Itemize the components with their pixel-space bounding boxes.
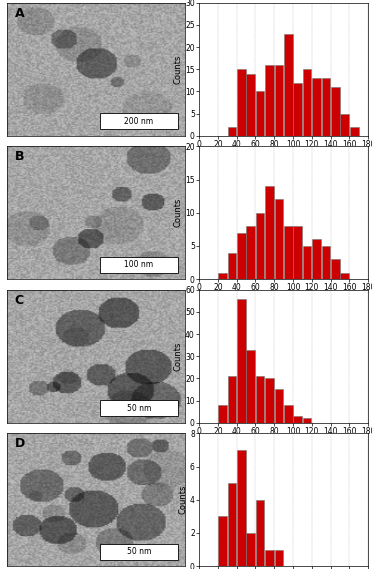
Bar	[275, 65, 283, 135]
Bar	[275, 550, 283, 566]
Bar	[350, 127, 359, 135]
Bar	[265, 186, 274, 279]
Bar	[294, 83, 302, 135]
Bar	[340, 114, 349, 135]
Bar	[218, 516, 227, 566]
Bar	[246, 349, 255, 423]
Bar	[237, 450, 246, 566]
Bar	[322, 246, 330, 279]
Bar	[237, 233, 246, 279]
Bar	[322, 78, 330, 135]
FancyBboxPatch shape	[100, 543, 178, 559]
Bar	[265, 65, 274, 135]
Bar	[256, 213, 264, 279]
FancyBboxPatch shape	[100, 113, 178, 129]
Bar	[265, 550, 274, 566]
Text: D: D	[15, 438, 25, 450]
Bar	[256, 92, 264, 135]
X-axis label: Edge Lenght (nm): Edge Lenght (nm)	[246, 150, 321, 159]
Bar	[237, 69, 246, 135]
Bar	[312, 240, 321, 279]
Bar	[218, 405, 227, 423]
Bar	[246, 74, 255, 135]
Bar	[228, 483, 236, 566]
Text: B: B	[15, 150, 24, 163]
Text: 50 nm: 50 nm	[127, 547, 151, 556]
FancyBboxPatch shape	[100, 257, 178, 273]
Bar	[246, 226, 255, 279]
Y-axis label: Counts: Counts	[173, 55, 182, 84]
Text: C: C	[15, 294, 24, 307]
X-axis label: Edge Lenght (nm): Edge Lenght (nm)	[246, 437, 321, 446]
Text: 100 nm: 100 nm	[124, 260, 154, 269]
Bar	[265, 378, 274, 423]
Bar	[303, 246, 311, 279]
Y-axis label: Counts: Counts	[173, 198, 182, 228]
Bar	[228, 127, 236, 135]
Bar	[284, 34, 293, 135]
Bar	[331, 259, 340, 279]
Bar	[228, 376, 236, 423]
Bar	[246, 533, 255, 566]
Bar	[275, 200, 283, 279]
FancyBboxPatch shape	[100, 400, 178, 416]
Text: 200 nm: 200 nm	[124, 117, 154, 126]
Text: A: A	[15, 7, 24, 20]
Bar	[331, 87, 340, 135]
Bar	[218, 273, 227, 279]
Y-axis label: Counts: Counts	[178, 485, 187, 514]
Bar	[256, 376, 264, 423]
Bar	[303, 418, 311, 423]
Y-axis label: Counts: Counts	[173, 341, 182, 371]
Text: 50 nm: 50 nm	[127, 403, 151, 413]
Bar	[294, 416, 302, 423]
Bar	[294, 226, 302, 279]
Bar	[284, 226, 293, 279]
Bar	[237, 299, 246, 423]
X-axis label: Edge Lenght (nm): Edge Lenght (nm)	[246, 294, 321, 303]
Bar	[303, 69, 311, 135]
Bar	[312, 78, 321, 135]
Bar	[275, 389, 283, 423]
Bar	[228, 253, 236, 279]
Bar	[340, 273, 349, 279]
Bar	[256, 500, 264, 566]
Bar	[284, 405, 293, 423]
